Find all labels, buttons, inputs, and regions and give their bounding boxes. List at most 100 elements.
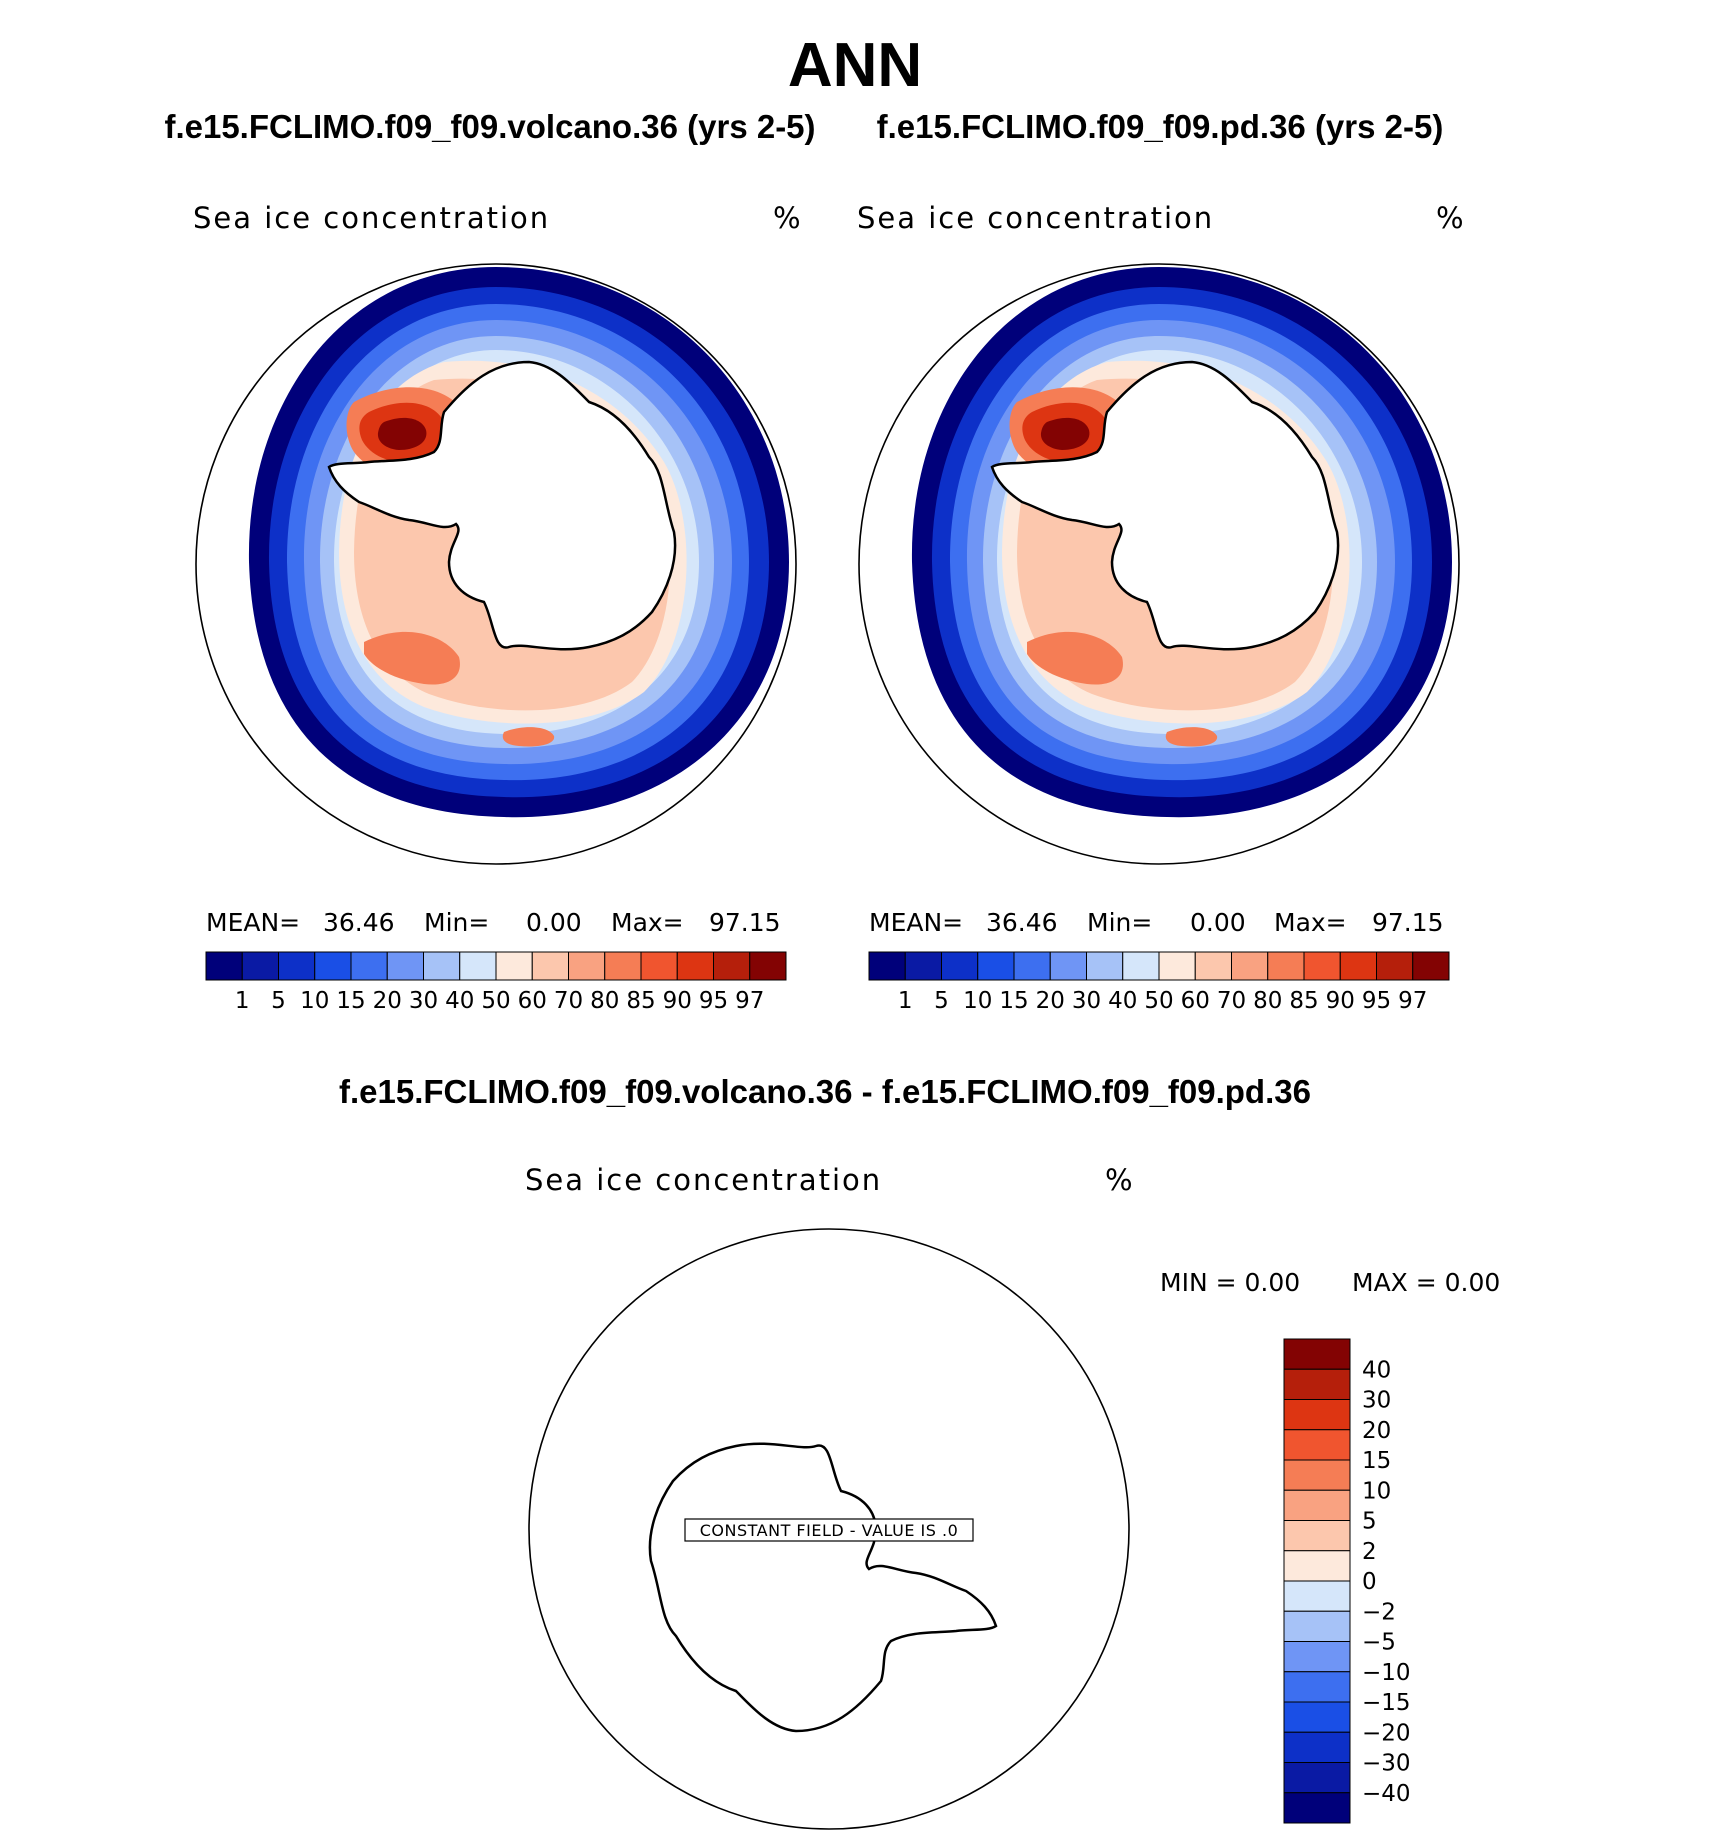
colorbar-tick-label: 15 (1362, 1448, 1391, 1474)
colorbar-swatch (1283, 1701, 1351, 1733)
panel-1-variable-label: Sea ice concentration (193, 201, 551, 235)
ice-band-11 (1040, 417, 1090, 450)
colorbar-tick-label: 30 (1362, 1388, 1391, 1414)
colorbar-swatch (1412, 951, 1450, 981)
panel-1-map-boundary (195, 263, 797, 865)
antarctica-coastline (327, 360, 677, 651)
colorbar-tick-label: 95 (699, 988, 728, 1012)
colorbar-swatch (386, 951, 424, 981)
colorbar-swatch (1231, 951, 1269, 981)
figure-title: ANN (787, 31, 923, 100)
colorbar-swatch (1303, 951, 1341, 981)
panel-2-case-title: f.e15.FCLIMO.f09_f09.pd.36 (yrs 2-5) (876, 108, 1444, 145)
colorbar-tick-label: 10 (1362, 1478, 1391, 1504)
colorbar-tick-label: 60 (1181, 988, 1210, 1012)
panel-2-max-label: Max= (1274, 908, 1347, 937)
colorbar-tick-label: 30 (1072, 988, 1101, 1012)
colorbar-swatch (640, 951, 678, 981)
colorbar-swatch (1339, 951, 1377, 981)
colorbar-swatch (241, 951, 279, 981)
colorbar-swatch (676, 951, 714, 981)
colorbar-tick-label: 10 (963, 988, 992, 1012)
colorbar-swatch (1283, 1792, 1351, 1824)
colorbar-swatch (314, 951, 352, 981)
colorbar-tick-label: −5 (1362, 1630, 1396, 1656)
colorbar-tick-label: 10 (300, 988, 329, 1012)
colorbar-tick-label: 5 (271, 988, 286, 1012)
colorbar-tick-label: −10 (1362, 1660, 1411, 1686)
colorbar-swatch (1194, 951, 1232, 981)
colorbar-swatch (495, 951, 533, 981)
colorbar-swatch (941, 951, 979, 981)
constant-field-label: CONSTANT FIELD - VALUE IS .0 (700, 1521, 959, 1540)
colorbar-swatch (604, 951, 642, 981)
colorbar-swatch (205, 951, 243, 981)
colorbar-swatch (568, 951, 606, 981)
colorbar-swatch (278, 951, 316, 981)
colorbar-tick-label: 95 (1362, 988, 1391, 1012)
panel-2-mean-label: MEAN= (869, 908, 964, 937)
colorbar-swatch (1283, 1731, 1351, 1763)
colorbar-tick-label: 70 (1217, 988, 1246, 1012)
colorbar-swatch (1283, 1671, 1351, 1703)
colorbar-tick-label: 85 (626, 988, 655, 1012)
colorbar-tick-label: −15 (1362, 1690, 1411, 1716)
colorbar-swatch (1086, 951, 1124, 981)
colorbar-tick-label: −40 (1362, 1781, 1411, 1807)
panel-1-units-label: % (773, 201, 803, 235)
colorbar-swatch (1283, 1610, 1351, 1642)
colorbar-swatch (1283, 1459, 1351, 1491)
colorbar-tick-label: −2 (1362, 1599, 1396, 1625)
colorbar-tick-label: 97 (1398, 988, 1427, 1012)
colorbar-swatch (1376, 951, 1414, 981)
colorbar-tick-label: 85 (1289, 988, 1318, 1012)
colorbar-swatch (1283, 1489, 1351, 1521)
panel-1-polar-map (195, 263, 797, 865)
colorbar-swatch (350, 951, 388, 981)
ice-band-13 (502, 727, 555, 747)
colorbar-swatch (1283, 1368, 1351, 1400)
panel-1-min-label: Min= (424, 908, 490, 937)
colorbar-swatch (1283, 1338, 1351, 1370)
colorbar-tick-label: 60 (518, 988, 547, 1012)
colorbar-tick-label: 1 (898, 988, 913, 1012)
colorbar-tick-label: 90 (1326, 988, 1355, 1012)
ice-band-13 (1165, 727, 1218, 747)
panel-2-colorbar: 1 5 10 15 20 30 40 50 60 70 80 85 90 95 97 (868, 951, 1450, 1012)
panel-1-max-label: Max= (611, 908, 684, 937)
colorbar-tick-label: 5 (1362, 1509, 1377, 1535)
colorbar-swatch (1283, 1550, 1351, 1582)
panel-2-variable-label: Sea ice concentration (857, 201, 1215, 235)
colorbar-tick-label: 20 (1036, 988, 1065, 1012)
panel-1-min-value: 0.00 (526, 908, 582, 937)
colorbar-swatch (1283, 1580, 1351, 1612)
panel-2-units-label: % (1436, 201, 1466, 235)
panel-1-mean-value: 36.46 (323, 908, 395, 937)
diff-max-text: MAX = 0.00 (1352, 1268, 1501, 1297)
colorbar-tick-label: 50 (1144, 988, 1173, 1012)
colorbar-tick-label: 80 (1253, 988, 1282, 1012)
colorbar-tick-label: 5 (934, 988, 949, 1012)
diff-map-boundary (528, 1228, 1130, 1830)
constant-field-box (684, 1518, 974, 1542)
colorbar-tick-label: 20 (373, 988, 402, 1012)
colorbar-swatch (1049, 951, 1087, 981)
colorbar-swatch (1283, 1429, 1351, 1461)
colorbar-swatch (423, 951, 461, 981)
panel-2-min-label: Min= (1087, 908, 1153, 937)
antarctica-coastline (990, 360, 1340, 651)
colorbar-swatch (1283, 1520, 1351, 1552)
colorbar-tick-label: 40 (445, 988, 474, 1012)
colorbar-swatch (1158, 951, 1196, 981)
panel-1-mean-label: MEAN= (206, 908, 301, 937)
colorbar-swatch (531, 951, 569, 981)
colorbar-swatch (977, 951, 1015, 981)
ice-band-12 (364, 631, 460, 685)
ice-band-11 (377, 417, 427, 450)
panel-2-polar-map (858, 263, 1460, 865)
colorbar-tick-label: 2 (1362, 1539, 1377, 1565)
colorbar-swatch (1283, 1641, 1351, 1673)
panel-2-max-value: 97.15 (1372, 908, 1444, 937)
panel-1-max-value: 97.15 (709, 908, 781, 937)
colorbar-tick-label: 30 (409, 988, 438, 1012)
